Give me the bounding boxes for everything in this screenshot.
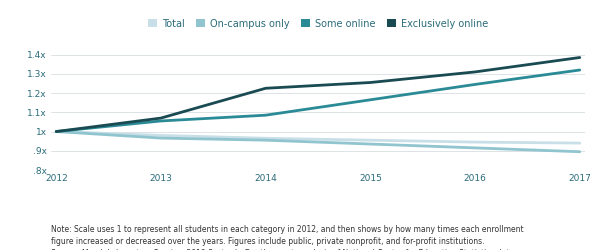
Text: Note: Scale uses 1 to represent all students in each category in 2012, and then : Note: Scale uses 1 to represent all stud…	[51, 225, 524, 250]
Legend: Total, On-campus only, Some online, Exclusively online: Total, On-campus only, Some online, Excl…	[145, 15, 491, 33]
